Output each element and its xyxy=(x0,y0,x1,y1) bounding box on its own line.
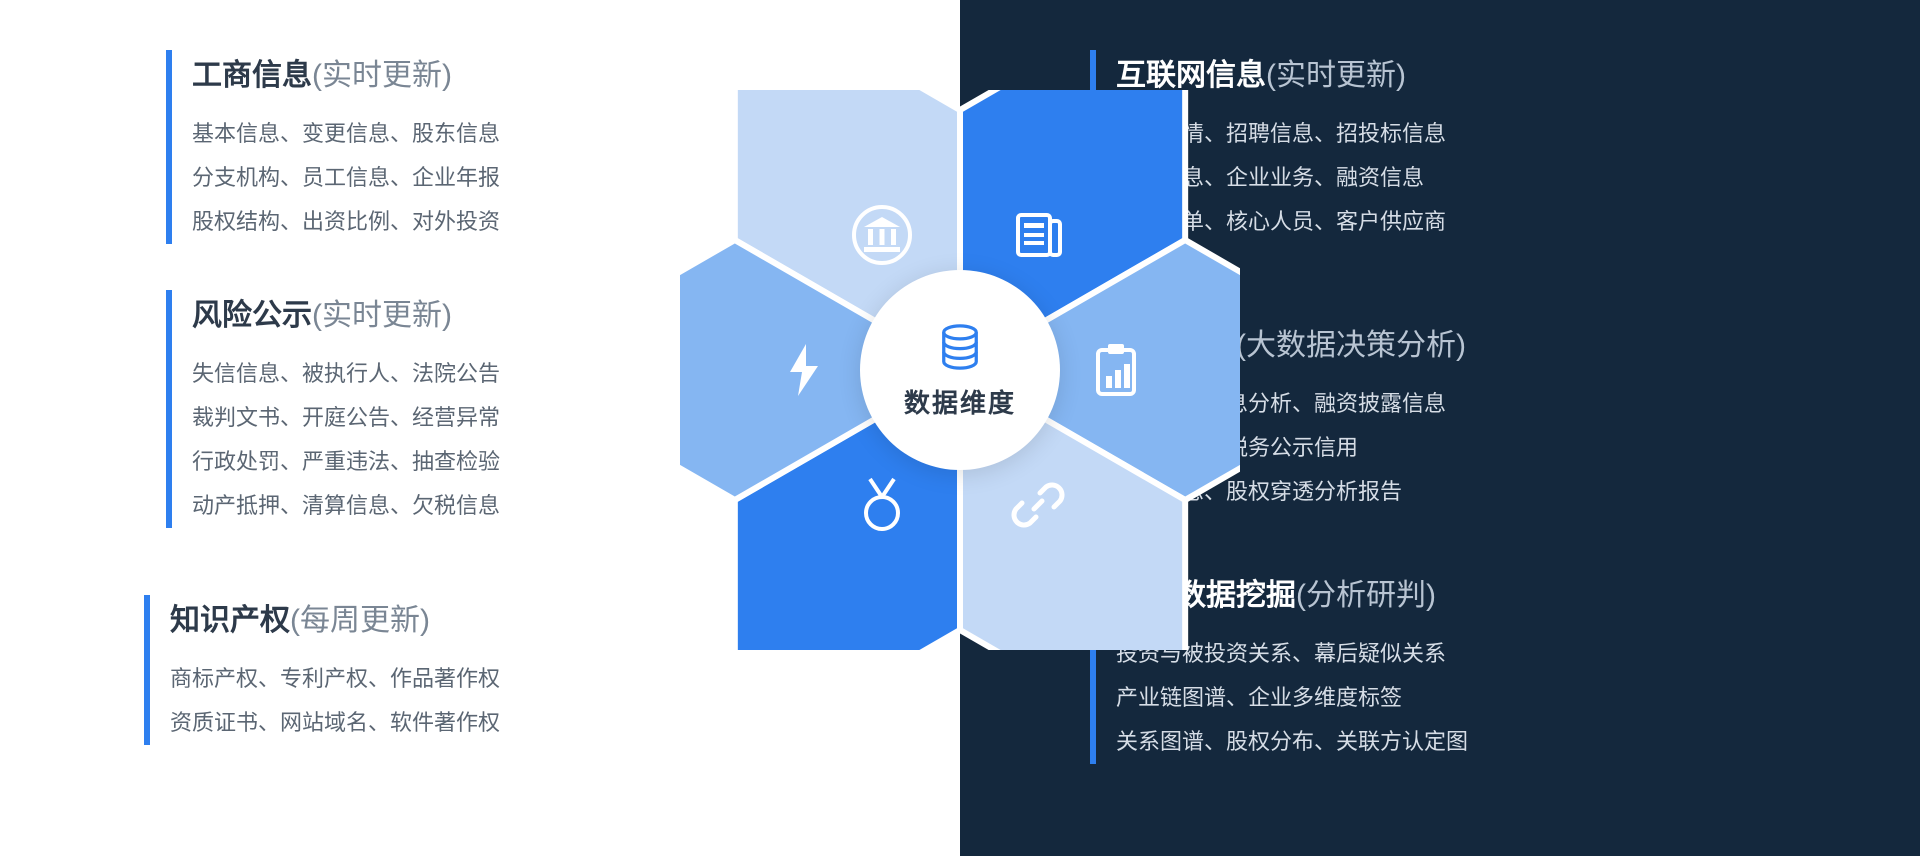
title-note: (每周更新) xyxy=(290,604,430,637)
block-lines: 失信信息、被执行人、法院公告 裁判文书、开庭公告、经营异常 行政处罚、严重违法、… xyxy=(192,352,500,528)
block-title: 互联网信息(实时更新) xyxy=(1116,50,1446,94)
block-intellectual-property: 知识产权(每周更新) 商标产权、专利产权、作品著作权 资质证书、网站域名、软件著… xyxy=(144,595,500,745)
center-label: 数据维度 xyxy=(904,383,1016,420)
title-text: 风险公示 xyxy=(192,299,312,332)
line: 动产抵押、清算信息、欠税信息 xyxy=(192,484,500,528)
line: 股权结构、出资比例、对外投资 xyxy=(192,200,500,244)
block-title: 风险公示(实时更新) xyxy=(192,290,500,334)
line: 分支机构、员工信息、企业年报 xyxy=(192,156,500,200)
line: 关系图谱、股权分布、关联方认定图 xyxy=(1116,720,1468,764)
title-text: 互联网信息 xyxy=(1116,59,1266,92)
title-text: 工商信息 xyxy=(192,59,312,92)
title-note: (实时更新) xyxy=(312,299,452,332)
title-note: (大数据决策分析) xyxy=(1236,329,1466,362)
database-icon xyxy=(934,321,986,373)
title-text: 知识产权 xyxy=(170,604,290,637)
title-note: (实时更新) xyxy=(312,59,452,92)
line: 资质证书、网站域名、软件著作权 xyxy=(170,701,500,745)
block-lines: 投资与被投资关系、幕后疑似关系 产业链图谱、企业多维度标签 关系图谱、股权分布、… xyxy=(1116,632,1468,764)
line: 行政处罚、严重违法、抽查检验 xyxy=(192,440,500,484)
hexagon-diagram: 数据维度 xyxy=(680,90,1240,650)
title-note: (实时更新) xyxy=(1266,59,1406,92)
line: 产业链图谱、企业多维度标签 xyxy=(1116,676,1468,720)
center-circle: 数据维度 xyxy=(860,270,1060,470)
block-risk-disclosure: 风险公示(实时更新) 失信信息、被执行人、法院公告 裁判文书、开庭公告、经营异常… xyxy=(166,290,500,528)
line: 基本信息、变更信息、股东信息 xyxy=(192,112,500,156)
line: 失信信息、被执行人、法院公告 xyxy=(192,352,500,396)
block-lines: 商标产权、专利产权、作品著作权 资质证书、网站域名、软件著作权 xyxy=(170,657,500,745)
block-lines: 基本信息、变更信息、股东信息 分支机构、员工信息、企业年报 股权结构、出资比例、… xyxy=(192,112,500,244)
line: 裁判文书、开庭公告、经营异常 xyxy=(192,396,500,440)
title-note: (分析研判) xyxy=(1296,579,1436,612)
block-title: 知识产权(每周更新) xyxy=(170,595,500,639)
block-title: 工商信息(实时更新) xyxy=(192,50,500,94)
block-business-info: 工商信息(实时更新) 基本信息、变更信息、股东信息 分支机构、员工信息、企业年报… xyxy=(166,50,500,244)
line: 商标产权、专利产权、作品著作权 xyxy=(170,657,500,701)
